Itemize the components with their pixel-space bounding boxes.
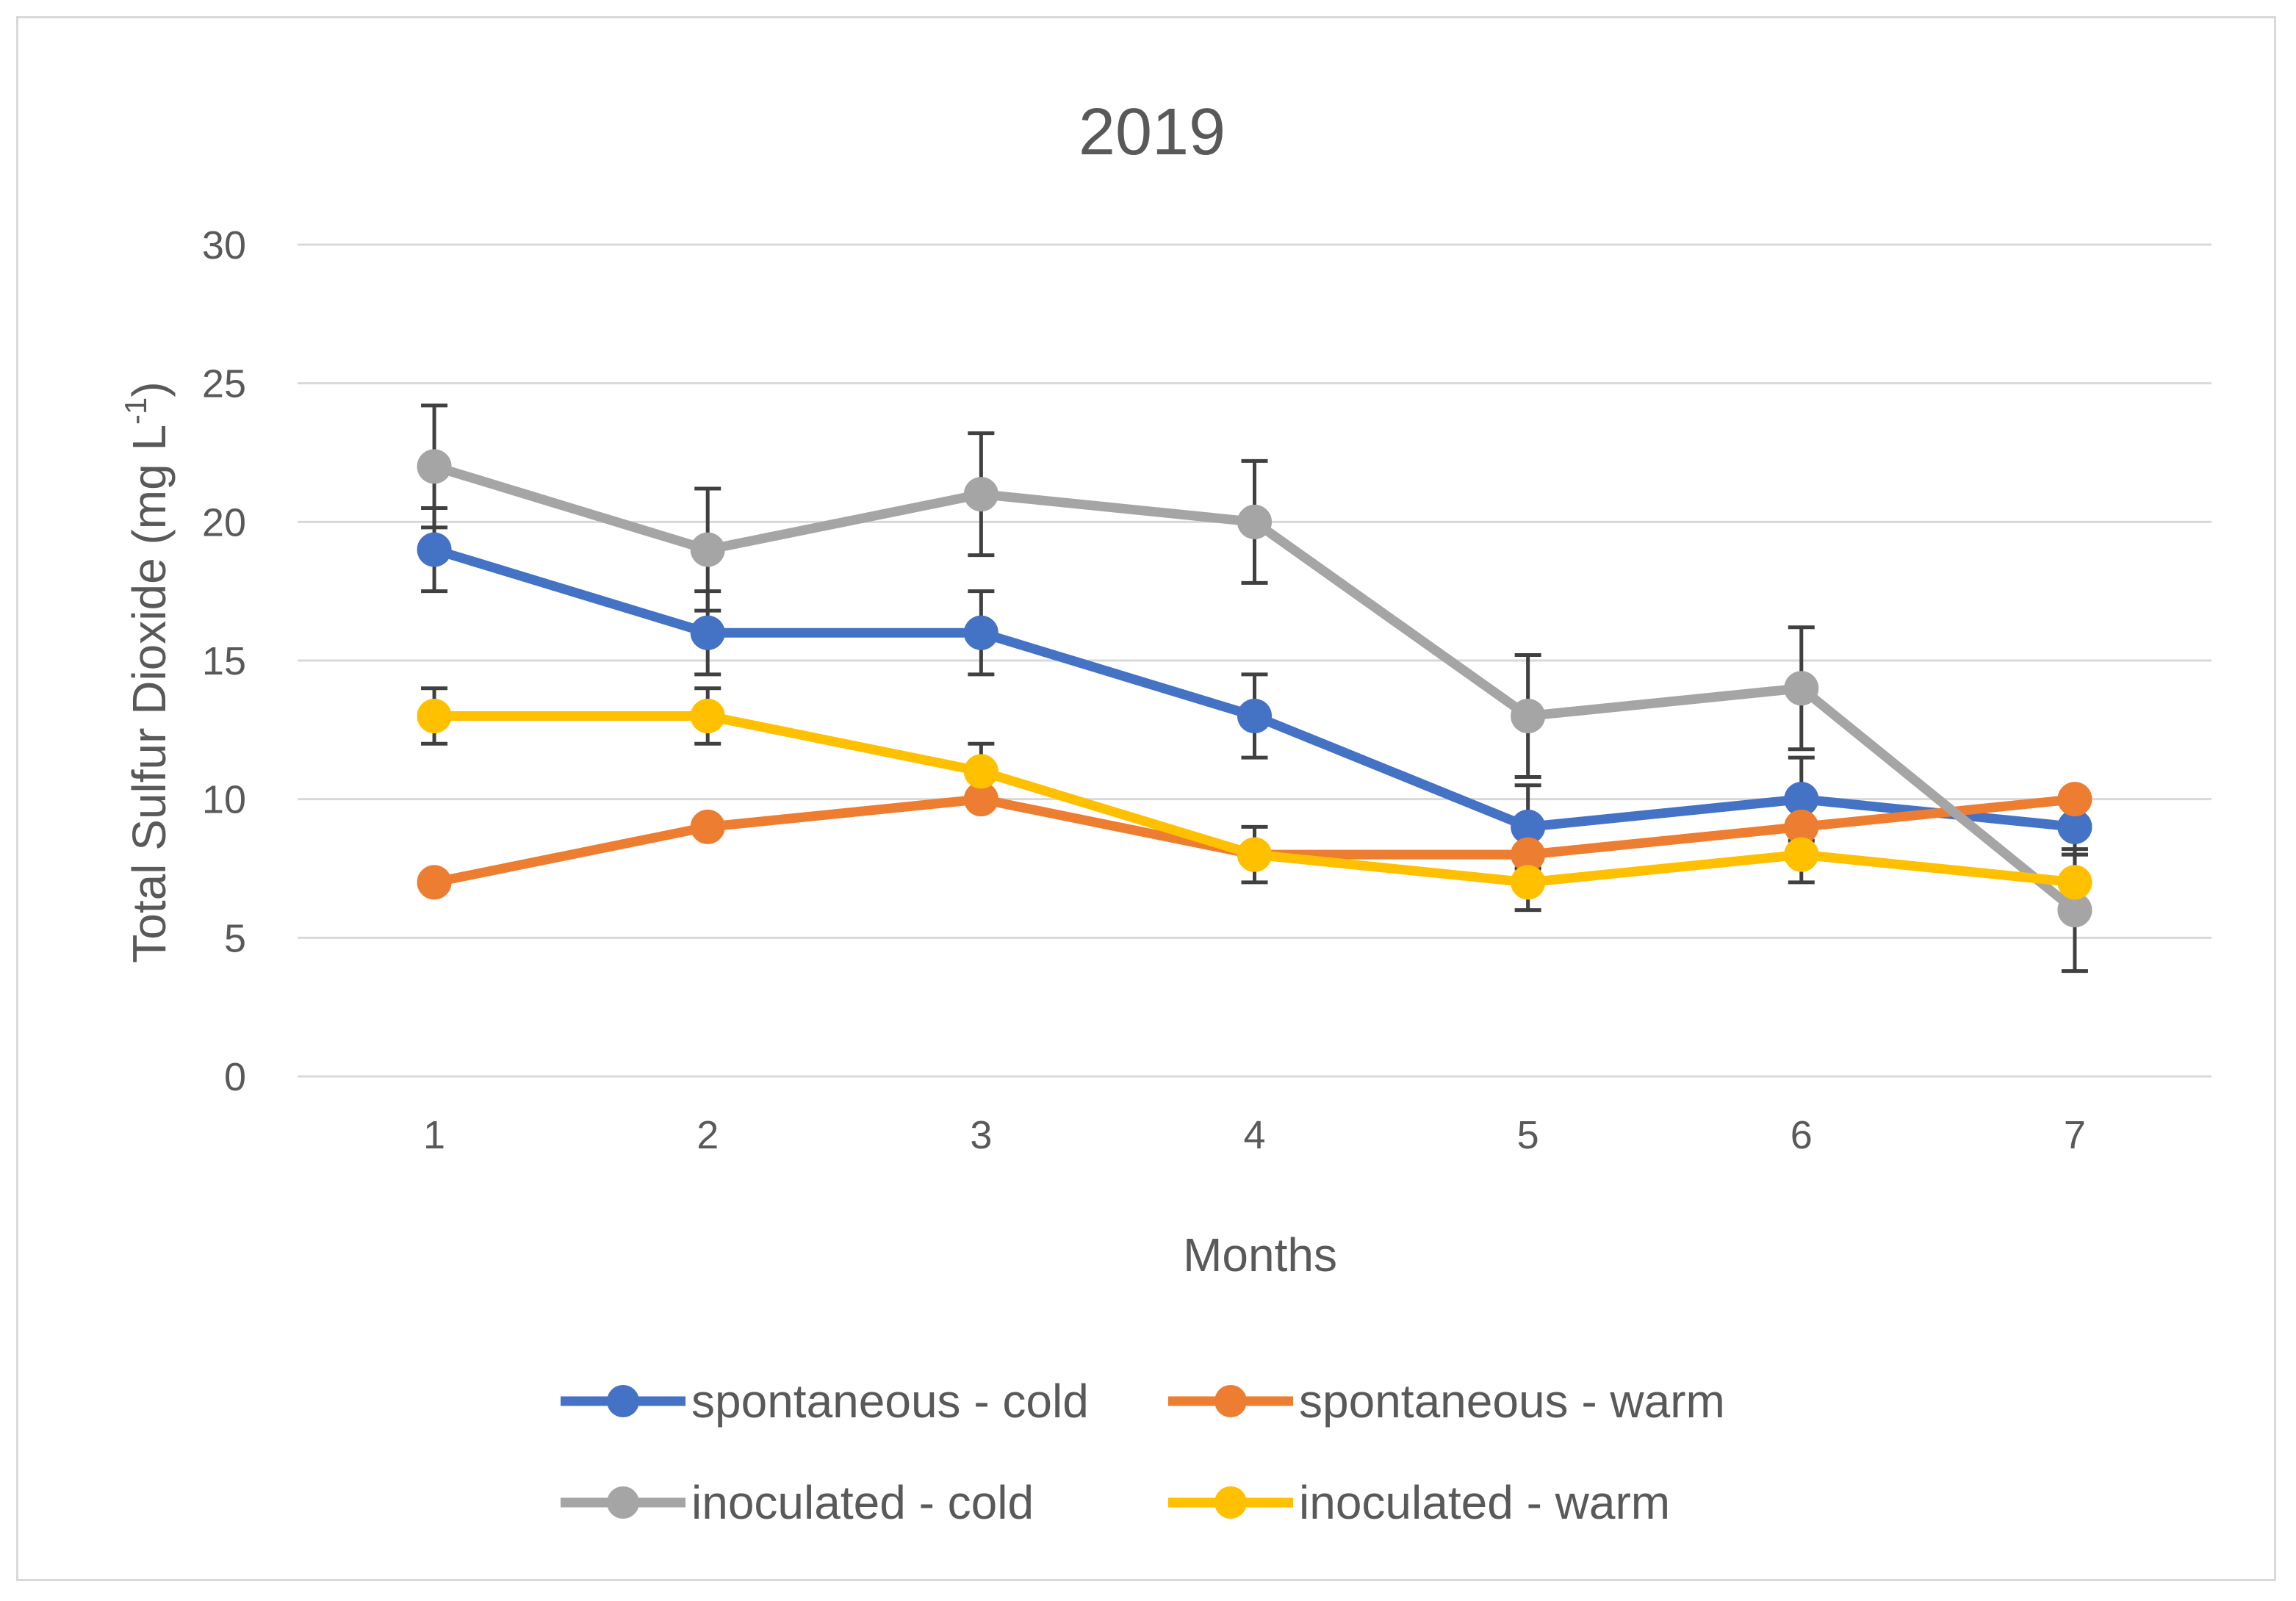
legend-item-spontaneous-warm: spontaneous - warm	[1168, 1375, 1725, 1428]
y-axis-title-suffix: )	[123, 381, 176, 397]
data-point-inoculated-warm	[1784, 837, 1819, 872]
x-tick-label: 7	[2064, 1113, 2086, 1157]
legend-marker-inoculated-cold	[607, 1486, 639, 1519]
data-point-spontaneous-cold	[417, 532, 452, 567]
data-point-inoculated-cold	[1784, 671, 1819, 706]
legend-item-inoculated-cold: inoculated - cold	[561, 1476, 1034, 1529]
data-point-inoculated-cold	[1511, 698, 1546, 733]
legend-label: spontaneous - cold	[691, 1375, 1089, 1428]
legend-label: inoculated - warm	[1299, 1476, 1670, 1529]
data-point-spontaneous-warm	[417, 865, 452, 900]
legend-label: spontaneous - warm	[1299, 1375, 1725, 1428]
y-tick-label: 20	[202, 500, 246, 544]
data-point-spontaneous-cold	[690, 615, 725, 650]
data-point-inoculated-warm	[417, 698, 452, 733]
legend-label: inoculated - cold	[691, 1476, 1034, 1529]
data-point-spontaneous-warm	[2057, 782, 2092, 817]
y-axis-title-text: Total Sulfur Dioxide (mg L	[123, 425, 176, 963]
data-point-inoculated-warm	[1237, 837, 1272, 872]
y-tick-label: 25	[202, 362, 246, 406]
y-tick-label: 15	[202, 639, 246, 683]
legend-item-spontaneous-cold: spontaneous - cold	[561, 1375, 1089, 1428]
chart-title: 2019	[1079, 96, 1226, 169]
data-point-spontaneous-warm	[690, 809, 725, 844]
x-tick-label: 2	[697, 1113, 719, 1157]
y-axis-title: Total Sulfur Dioxide (mg L-1)	[118, 381, 176, 963]
x-axis-title: Months	[1183, 1228, 1337, 1281]
data-point-spontaneous-cold	[1237, 698, 1272, 733]
data-point-inoculated-warm	[1511, 865, 1546, 900]
legend-marker-spontaneous-cold	[607, 1385, 639, 1417]
y-axis-title-superscript: -1	[118, 397, 153, 425]
data-point-inoculated-cold	[1237, 504, 1272, 539]
data-point-inoculated-cold	[417, 449, 452, 484]
legend-marker-inoculated-warm	[1214, 1486, 1247, 1519]
y-tick-label: 10	[202, 778, 246, 822]
chart-frame: 0 5 10 15 20 25 30 1 2 3 4 5 6 7 spontaneous - cold sp…	[16, 16, 2276, 1581]
y-tick-label: 0	[224, 1055, 246, 1099]
chart-svg: 0 5 10 15 20 25 30 1 2 3 4 5 6 7 spontaneous - cold sp…	[118, 96, 2212, 1529]
legend-item-inoculated-warm: inoculated - warm	[1168, 1476, 1670, 1529]
x-tick-label: 1	[423, 1113, 445, 1157]
data-point-inoculated-warm	[690, 698, 725, 733]
x-tick-label: 4	[1243, 1113, 1265, 1157]
x-tick-label: 3	[970, 1113, 992, 1157]
x-tick-label: 5	[1517, 1113, 1539, 1157]
legend-marker-spontaneous-warm	[1214, 1385, 1247, 1417]
data-point-spontaneous-cold	[963, 615, 998, 650]
y-tick-label: 30	[202, 223, 246, 267]
data-point-inoculated-cold	[963, 477, 998, 512]
y-tick-label: 5	[224, 916, 246, 960]
data-point-inoculated-cold	[690, 532, 725, 567]
x-tick-label: 6	[1791, 1113, 1813, 1157]
data-point-inoculated-warm	[2057, 865, 2092, 900]
data-point-inoculated-warm	[963, 754, 998, 789]
